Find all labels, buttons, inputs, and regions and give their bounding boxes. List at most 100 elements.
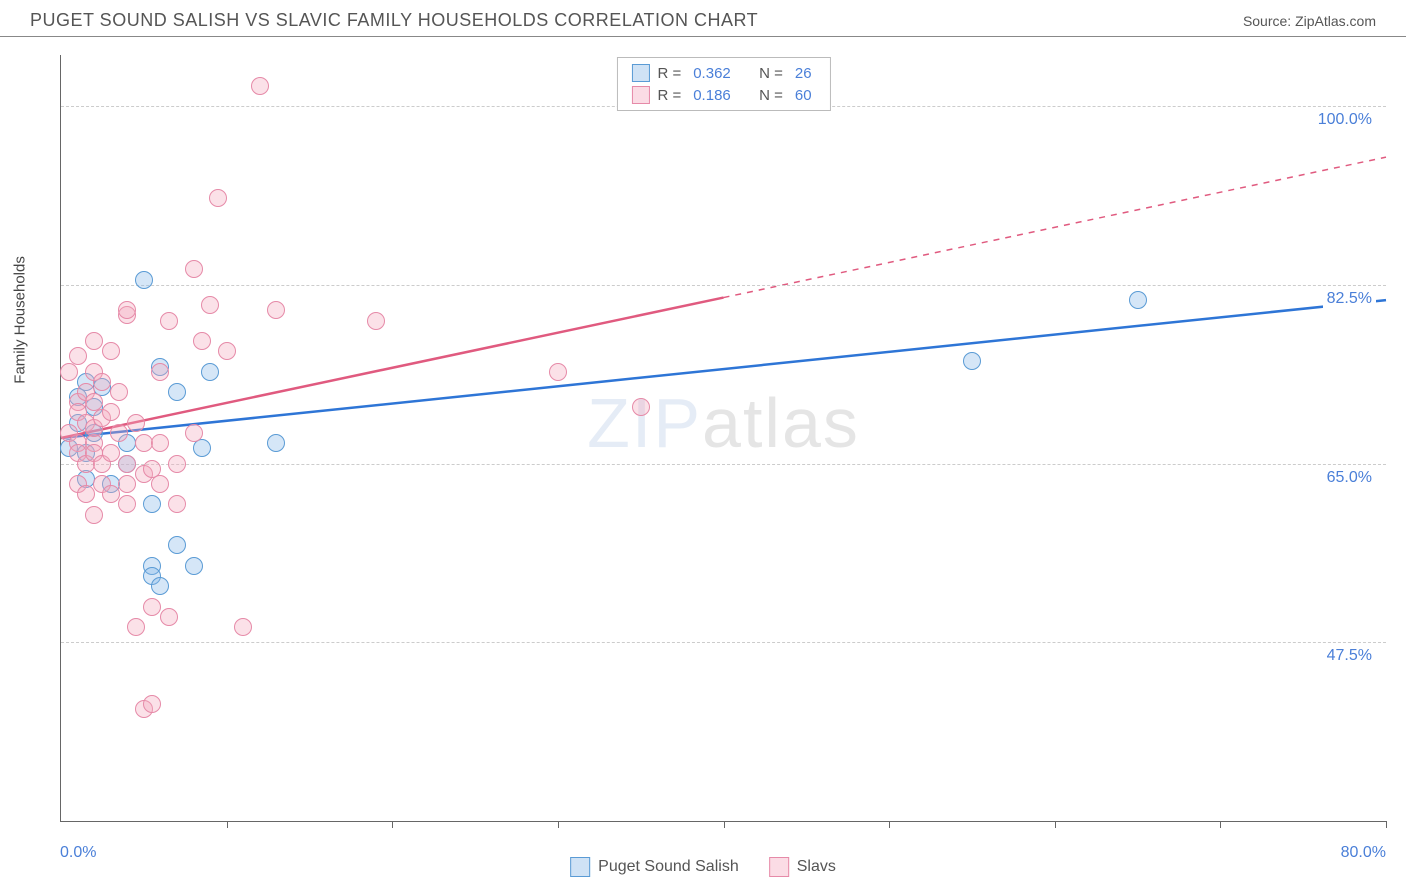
data-point xyxy=(185,260,203,278)
trendline-solid xyxy=(61,300,1386,438)
r-label: R = xyxy=(657,65,681,82)
gridline xyxy=(61,285,1386,286)
data-point xyxy=(168,383,186,401)
chart-svg xyxy=(61,55,1386,821)
legend-row-pink: R = 0.186 N = 60 xyxy=(631,84,815,106)
data-point xyxy=(549,363,567,381)
x-max-label: 80.0% xyxy=(1341,844,1386,862)
data-point xyxy=(193,439,211,457)
r-value-pink: 0.186 xyxy=(689,87,735,104)
chart-area: Family Households R = 0.362 N = 26 R = 0… xyxy=(30,45,1396,832)
data-point xyxy=(102,485,120,503)
data-point xyxy=(251,77,269,95)
data-point xyxy=(201,296,219,314)
x-min-label: 0.0% xyxy=(60,844,96,862)
watermark-atlas: atlas xyxy=(702,384,860,462)
data-point xyxy=(127,414,145,432)
data-point xyxy=(85,506,103,524)
data-point xyxy=(110,424,128,442)
data-point xyxy=(143,695,161,713)
data-point xyxy=(218,342,236,360)
x-tick xyxy=(1386,821,1387,828)
chart-header: PUGET SOUND SALISH VS SLAVIC FAMILY HOUS… xyxy=(0,0,1406,37)
bottom-label-pink: Slavs xyxy=(797,858,836,875)
data-point xyxy=(1129,291,1147,309)
data-point xyxy=(85,332,103,350)
data-point xyxy=(135,271,153,289)
x-tick xyxy=(392,821,393,828)
data-point xyxy=(60,363,78,381)
y-tick-label: 82.5% xyxy=(1323,290,1376,308)
y-tick-label: 65.0% xyxy=(1323,469,1376,487)
data-point xyxy=(118,475,136,493)
data-point xyxy=(127,618,145,636)
data-point xyxy=(267,301,285,319)
chart-title: PUGET SOUND SALISH VS SLAVIC FAMILY HOUS… xyxy=(30,10,758,31)
n-value-blue: 26 xyxy=(791,65,816,82)
data-point xyxy=(201,363,219,381)
legend-row-blue: R = 0.362 N = 26 xyxy=(631,62,815,84)
data-point xyxy=(267,434,285,452)
r-value-blue: 0.362 xyxy=(689,65,735,82)
data-point xyxy=(110,383,128,401)
data-point xyxy=(193,332,211,350)
data-point xyxy=(69,347,87,365)
trendline-dashed xyxy=(724,157,1387,297)
data-point xyxy=(118,301,136,319)
data-point xyxy=(185,424,203,442)
data-point xyxy=(234,618,252,636)
plot-area: R = 0.362 N = 26 R = 0.186 N = 60 ZIPatl… xyxy=(60,55,1386,822)
watermark: ZIPatlas xyxy=(587,383,860,463)
x-tick xyxy=(889,821,890,828)
data-point xyxy=(93,373,111,391)
data-point xyxy=(102,342,120,360)
data-point xyxy=(151,434,169,452)
x-tick xyxy=(1220,821,1221,828)
x-tick xyxy=(724,821,725,828)
x-tick xyxy=(558,821,559,828)
bottom-label-blue: Puget Sound Salish xyxy=(598,858,739,875)
data-point xyxy=(160,608,178,626)
data-point xyxy=(168,536,186,554)
data-point xyxy=(185,557,203,575)
data-point xyxy=(77,485,95,503)
y-tick-label: 47.5% xyxy=(1323,647,1376,665)
data-point xyxy=(632,398,650,416)
n-label: N = xyxy=(759,65,783,82)
gridline xyxy=(61,464,1386,465)
data-point xyxy=(118,455,136,473)
data-point xyxy=(151,363,169,381)
data-point xyxy=(102,403,120,421)
data-point xyxy=(209,189,227,207)
bottom-legend: Puget Sound Salish Slavs xyxy=(570,857,836,877)
chart-source: Source: ZipAtlas.com xyxy=(1243,13,1376,29)
x-tick xyxy=(1055,821,1056,828)
legend-swatch-pink xyxy=(631,86,649,104)
legend-stats: R = 0.362 N = 26 R = 0.186 N = 60 xyxy=(616,57,830,111)
r-label: R = xyxy=(657,87,681,104)
data-point xyxy=(168,495,186,513)
data-point xyxy=(168,455,186,473)
data-point xyxy=(143,598,161,616)
watermark-zip: ZIP xyxy=(587,384,702,462)
x-tick xyxy=(227,821,228,828)
gridline xyxy=(61,642,1386,643)
y-tick-label: 100.0% xyxy=(1314,111,1376,129)
n-value-pink: 60 xyxy=(791,87,816,104)
data-point xyxy=(151,475,169,493)
data-point xyxy=(963,352,981,370)
bottom-swatch-blue xyxy=(570,857,590,877)
data-point xyxy=(102,444,120,462)
data-point xyxy=(118,495,136,513)
bottom-legend-item-blue: Puget Sound Salish xyxy=(570,857,739,877)
bottom-legend-item-pink: Slavs xyxy=(769,857,836,877)
data-point xyxy=(135,434,153,452)
data-point xyxy=(151,577,169,595)
n-label: N = xyxy=(759,87,783,104)
legend-swatch-blue xyxy=(631,64,649,82)
bottom-swatch-pink xyxy=(769,857,789,877)
data-point xyxy=(160,312,178,330)
data-point xyxy=(367,312,385,330)
data-point xyxy=(143,495,161,513)
y-axis-label: Family Households xyxy=(12,256,29,384)
